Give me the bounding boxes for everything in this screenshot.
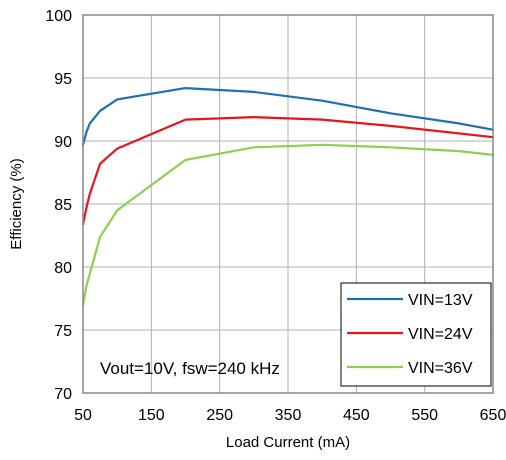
legend-label-1: VIN=13V [408,292,473,309]
x-axis-label: Load Current (mA) [226,434,350,451]
y-tick-label: 70 [54,386,72,403]
legend-label-2: VIN=24V [408,326,473,343]
y-tick-label: 85 [54,197,72,214]
x-tick-label: 350 [275,407,302,424]
x-tick-label: 50 [74,407,92,424]
plot-frame [82,14,494,394]
x-tick-label: 450 [343,407,370,424]
series-line-3 [81,143,495,306]
y-tick-label: 95 [54,71,72,88]
y-tick-label: 100 [45,8,72,25]
y-tick-label: 90 [54,134,72,151]
y-tick-label: 80 [54,260,72,277]
y-axis-label: Efficiency (%) [8,158,25,249]
series-lines [81,86,495,306]
legend-box [340,282,492,387]
tick-labels: 50 150 250 350 450 550 650 70 75 80 85 90 95 100 [45,8,506,424]
series-line-1 [81,86,495,146]
x-tick-label: 550 [411,407,438,424]
x-tick-label: 250 [206,407,233,424]
x-tick-label: 650 [480,407,506,424]
legend: VIN=13V VIN=24V VIN=36V [340,282,492,387]
legend-label-3: VIN=36V [408,360,473,377]
y-tick-label: 75 [54,323,72,340]
condition-annotation: Vout=10V, fsw=240 kHz [100,359,280,378]
x-tick-label: 150 [138,407,165,424]
grid [83,15,493,393]
series-line-2 [81,115,495,226]
